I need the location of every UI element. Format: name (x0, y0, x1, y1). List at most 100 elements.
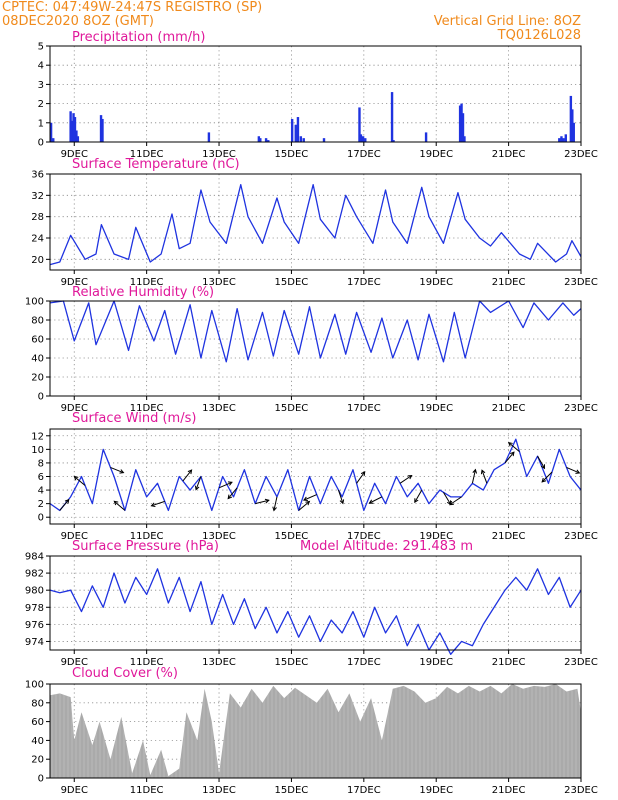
x-tick-label: 17DEC (347, 657, 381, 668)
wind-arrow-head (272, 506, 277, 512)
wind-arrow (471, 469, 476, 484)
precip-bar (267, 140, 270, 142)
y-tick-label: 80 (31, 316, 44, 327)
x-tick-label: 21DEC (492, 403, 526, 414)
wind-arrow-head (227, 481, 233, 486)
y-tick-label: 4 (38, 61, 44, 72)
wind-arrow-head (339, 499, 345, 505)
x-tick-label: 23DEC (564, 657, 598, 668)
y-tick-label: 2 (38, 99, 44, 110)
x-tick-label: 15DEC (275, 657, 309, 668)
model-altitude-note: Model Altitude: 291.483 m (300, 539, 473, 554)
wind-arrow (356, 471, 366, 484)
y-tick-label: 974 (25, 637, 44, 648)
wind-arrow (449, 496, 462, 506)
temp-series-line (49, 184, 582, 266)
wind-arrow (273, 496, 278, 511)
x-tick-label: 13DEC (202, 277, 236, 288)
x-tick-label: 9DEC (61, 149, 88, 160)
panel-frame (49, 555, 582, 651)
wind-arrow (369, 496, 383, 504)
precip-bar (461, 113, 465, 142)
x-tick-label: 13DEC (202, 785, 236, 796)
x-tick-label: 19DEC (419, 277, 453, 288)
precip-bar (101, 118, 104, 142)
precip-bar (294, 124, 297, 142)
header-date: 08DEC2020 8OZ (GMT) (2, 14, 154, 29)
y-tick-label: 28 (31, 212, 44, 223)
wind-arrow (218, 481, 233, 489)
precip-bar (560, 136, 563, 142)
y-tick-label: 982 (25, 569, 44, 580)
header-station: CPTEC: 047:49W-24:47S REGISTRO (SP) (2, 0, 262, 15)
wind-arrow-head (507, 441, 513, 447)
y-tick-label: 20 (31, 755, 44, 766)
y-tick-label: 0 (38, 392, 44, 403)
wind-arrow-head (540, 464, 546, 470)
x-tick-label: 15DEC (275, 785, 309, 796)
y-tick-label: 0 (38, 138, 44, 149)
x-tick-label: 11DEC (130, 277, 164, 288)
wind-arrow-head (187, 469, 193, 475)
precip-bar (564, 134, 567, 142)
wind-arrow-head (73, 475, 79, 481)
precip-bar (69, 111, 72, 142)
precip-bar (99, 115, 103, 142)
wind-arrow-head (302, 496, 308, 501)
y-tick-label: 32 (31, 191, 44, 202)
precip-bar (558, 138, 561, 142)
wind-arrow (74, 476, 86, 486)
wind-arrow (541, 471, 553, 483)
wind-arrow (414, 489, 423, 503)
y-tick-label: 60 (31, 717, 44, 728)
y-tick-label: 60 (31, 335, 44, 346)
precip-bar (75, 130, 78, 142)
x-tick-label: 21DEC (492, 149, 526, 160)
wind-arrow (182, 469, 192, 482)
y-tick-label: 20 (31, 255, 44, 266)
wind-arrow (303, 494, 317, 501)
wind-arrow (504, 451, 515, 464)
precip-bar (458, 105, 462, 142)
cloud-panel: 0 20 40 60 80 100 9DEC 11DEC 13DEC 15DEC 17DEC 19DE… (25, 666, 598, 796)
wind-arrow (508, 442, 520, 453)
precip-bar (572, 122, 575, 142)
wind-arrow (113, 500, 126, 511)
y-tick-label: 20 (31, 373, 44, 384)
precip-bar (296, 117, 300, 142)
x-tick-label: 15DEC (275, 531, 309, 542)
wind-arrow-head (480, 469, 486, 475)
y-tick-label: 40 (31, 736, 44, 747)
y-tick-label: 36 (31, 170, 44, 181)
wind-arrow (566, 466, 580, 474)
rh-title: Relative Humidity (%) (72, 285, 214, 300)
precip-bar (361, 136, 365, 142)
temp-panel: 20 24 28 32 36 9DEC 11DEC 13DEC 15DEC 17DEC 19DEC 2… (31, 157, 598, 288)
x-tick-label: 17DEC (347, 403, 381, 414)
x-tick-label: 23DEC (564, 785, 598, 796)
wind-series-line (49, 438, 582, 512)
precip-bar (76, 136, 80, 142)
wind-arrow (227, 487, 238, 499)
x-tick-label: 17DEC (347, 149, 381, 160)
wind-title: Surface Wind (m/s) (72, 411, 196, 426)
x-tick-label: 19DEC (419, 785, 453, 796)
precip-bar (392, 140, 395, 142)
wind-arrow-head (64, 498, 70, 504)
precip-bar (207, 132, 211, 142)
precip-bar (562, 138, 565, 142)
wind-arrow-head (119, 469, 125, 474)
x-tick-label: 11DEC (130, 531, 164, 542)
rh-panel: 0 20 40 60 80 100 9DEC 11DEC 13DEC 15DEC 17DEC 19DE… (25, 285, 598, 414)
x-tick-label: 9DEC (61, 531, 88, 542)
y-tick-label: 8 (38, 458, 44, 469)
x-tick-label: 19DEC (419, 149, 453, 160)
x-tick-label: 13DEC (202, 403, 236, 414)
x-tick-label: 23DEC (564, 149, 598, 160)
precip-bar (569, 95, 573, 142)
panel-frame (49, 173, 582, 271)
x-tick-label: 21DEC (492, 657, 526, 668)
wind-arrow-head (510, 451, 515, 457)
cloud-title: Cloud Cover (%) (72, 666, 178, 681)
